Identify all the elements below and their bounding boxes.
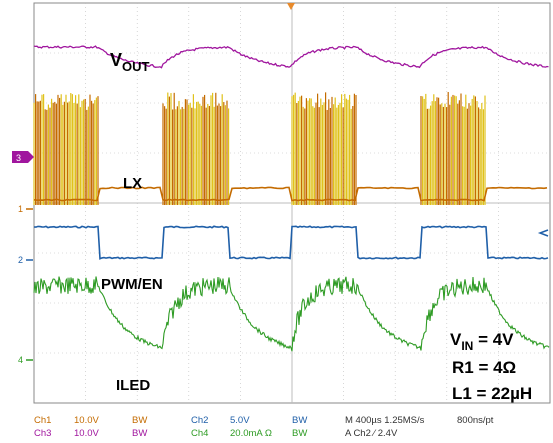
iled-label: ILED [116,377,150,394]
ch4-name: Ch4 [191,428,208,439]
channel-2-marker-label: 2 [18,255,23,265]
channel-4-marker-label: 4 [18,355,23,365]
ch1-scale: 10.0V [74,415,99,426]
l1-condition: L1 = 22µH [452,384,532,403]
trigger-readout: A Ch2 ⁄ 2.4V [345,428,398,439]
r1-condition: R1 = 4Ω [452,358,516,377]
lx-switching-bursts [33,92,486,205]
vout-label: VOUT [110,50,150,74]
resolution-readout: 800ns/pt [457,415,494,426]
pwm-en-waveform [33,225,549,260]
ch1-name: Ch1 [34,415,51,426]
channel-2-marker[interactable]: 2 [18,255,33,265]
channel-3-marker-label: 3 [16,153,21,163]
ch3-scale: 10.0V [74,428,99,439]
channel-1-marker[interactable]: 1 [18,204,33,214]
channel-1-marker-label: 1 [18,204,23,214]
trigger-position-icon [287,3,295,10]
iled-waveform [33,276,550,352]
ch1-bw-icon: BW [132,415,147,426]
ch4-scale: 20.0mA Ω [230,428,272,439]
trigger-level-icon [537,229,549,237]
lx-label: LX [123,175,142,192]
channel-4-marker[interactable]: 4 [18,355,33,365]
timebase-readout: M 400µs 1.25MS/s [345,415,425,426]
ch3-name: Ch3 [34,428,51,439]
lx-baseline-waveform [33,186,548,202]
status-bar: Ch1 10.0V BW Ch2 5.0V BW Ch3 10.0V BW Ch… [34,415,494,439]
ch4-bw-icon: BW [292,428,307,439]
channel-3-marker[interactable]: 3 [12,151,34,163]
ch2-name: Ch2 [191,415,208,426]
ch2-bw-icon: BW [292,415,307,426]
ch3-bw-icon: BW [132,428,147,439]
vout-waveform [33,45,549,69]
ch2-scale: 5.0V [230,415,250,426]
pwm-en-label: PWM/EN [101,276,163,293]
vin-condition: VIN = 4V [450,330,514,353]
